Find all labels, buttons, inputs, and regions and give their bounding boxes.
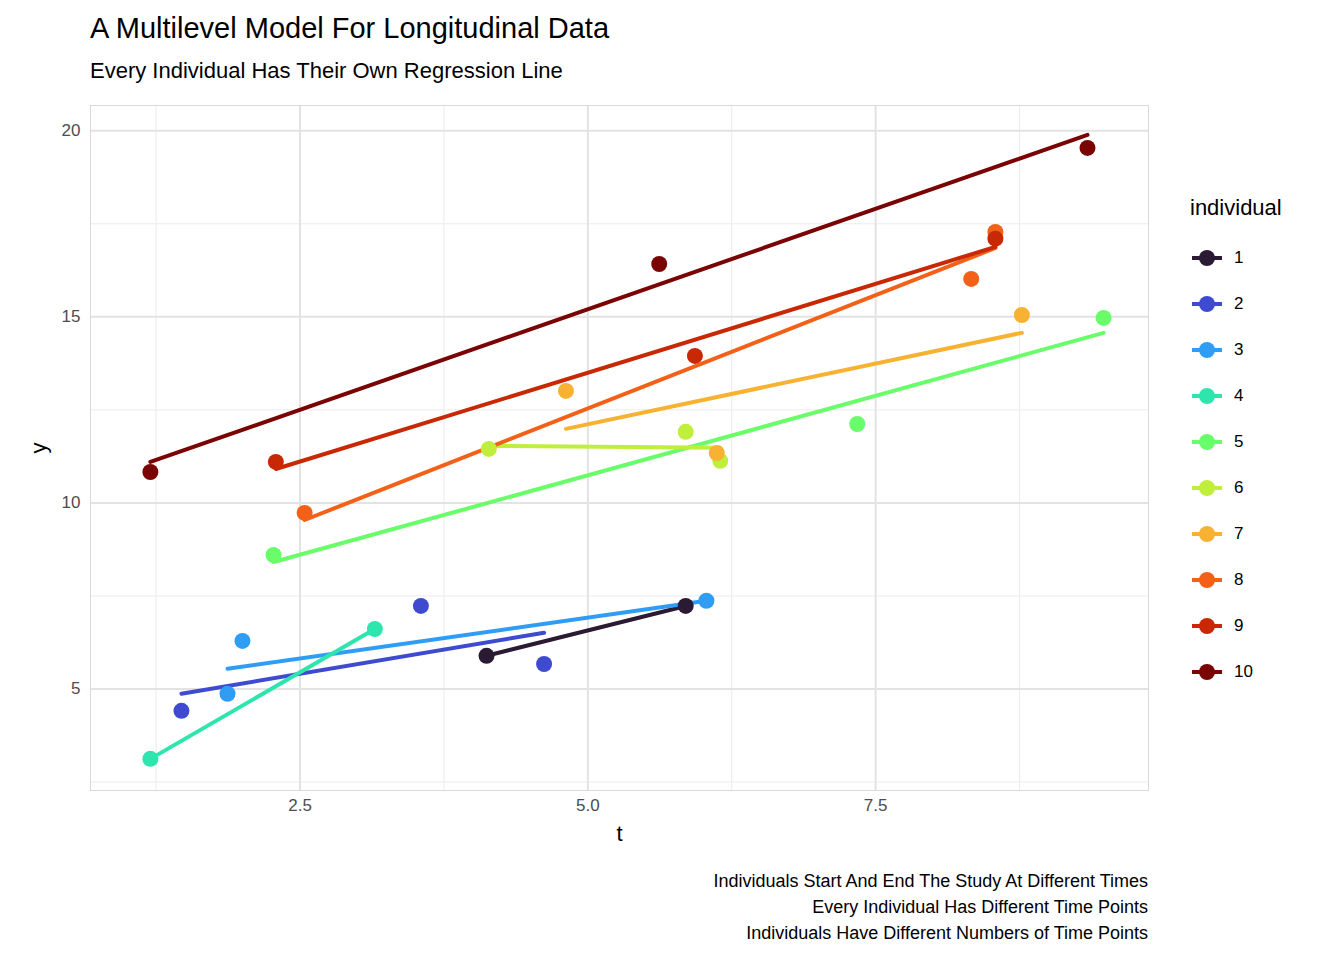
svg-text:y: y [26,443,51,454]
html-text:Every Individual Has Different: Every Individual Has Different Time Poin… [812,897,1148,917]
html-text:3: 3 [1234,340,1244,359]
svg-text:15: 15 [62,307,81,326]
html-text:Individuals Have Different Num: Individuals Have Different Numbers of Ti… [746,923,1148,943]
svg-text:10: 10 [62,493,81,512]
svg-text:20: 20 [62,121,81,140]
svg-text:5.0: 5.0 [576,796,600,815]
html-text:Every Individual Has Their Own: Every Individual Has Their Own Regressio… [90,58,563,83]
html-text:individual: individual [1190,195,1282,220]
html-text:7: 7 [1234,524,1244,543]
html-text:6: 6 [1234,478,1244,497]
html-text:Individuals Start And End The: Individuals Start And End The Study At D… [713,871,1148,891]
html-text:9: 9 [1234,616,1244,635]
html-text:2: 2 [1234,294,1244,313]
svg-text:t: t [616,821,622,846]
html-text:8: 8 [1234,570,1244,589]
html-text:A Multilevel Model For Longitu: A Multilevel Model For Longitudinal Data [90,12,610,44]
svg-text:7.5: 7.5 [864,796,888,815]
html-text:5: 5 [1234,432,1244,451]
html-text:4: 4 [1234,386,1244,405]
svg-text:2.5: 2.5 [288,796,312,815]
html-text:1: 1 [1234,248,1244,267]
svg-text:5: 5 [71,679,80,698]
html-text:10: 10 [1234,662,1253,681]
